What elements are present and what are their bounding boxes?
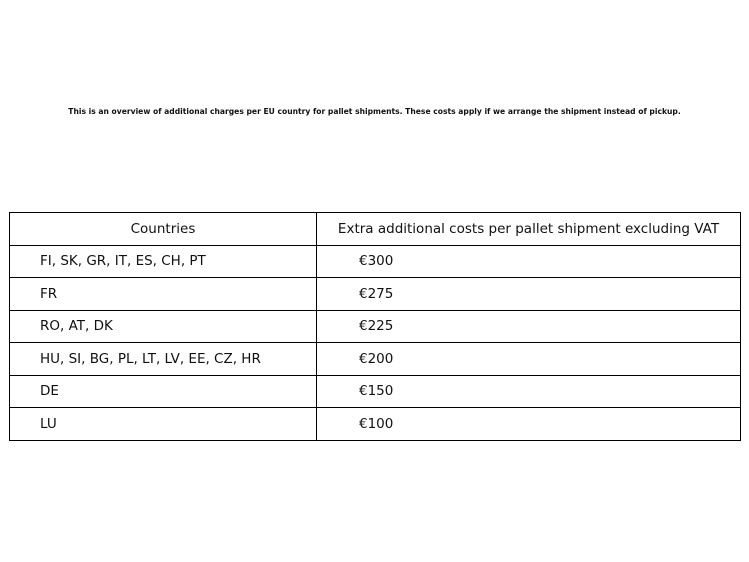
cost-cell: €300: [316, 244, 741, 278]
cost-cell: €225: [316, 309, 741, 343]
table-row: FR €275: [9, 277, 741, 311]
table-row: DE €150: [9, 374, 741, 408]
cost-cell: €150: [316, 374, 741, 408]
table-row: FI, SK, GR, IT, ES, CH, PT €300: [9, 244, 741, 278]
pallet-costs-table: Countries Extra additional costs per pal…: [9, 212, 741, 441]
countries-cell: DE: [9, 374, 317, 408]
cost-cell: €200: [316, 342, 741, 376]
countries-cell: FR: [9, 277, 317, 311]
countries-cell: FI, SK, GR, IT, ES, CH, PT: [9, 244, 317, 278]
header-costs: Extra additional costs per pallet shipme…: [316, 212, 741, 246]
header-countries: Countries: [9, 212, 317, 246]
table-row: LU €100: [9, 407, 741, 441]
intro-text: This is an overview of additional charge…: [68, 107, 681, 116]
table-row: HU, SI, BG, PL, LT, LV, EE, CZ, HR €200: [9, 342, 741, 376]
table-header-row: Countries Extra additional costs per pal…: [9, 212, 741, 246]
countries-cell: RO, AT, DK: [9, 309, 317, 343]
cost-cell: €275: [316, 277, 741, 311]
table-row: RO, AT, DK €225: [9, 309, 741, 343]
cost-cell: €100: [316, 407, 741, 441]
countries-cell: LU: [9, 407, 317, 441]
countries-cell: HU, SI, BG, PL, LT, LV, EE, CZ, HR: [9, 342, 317, 376]
